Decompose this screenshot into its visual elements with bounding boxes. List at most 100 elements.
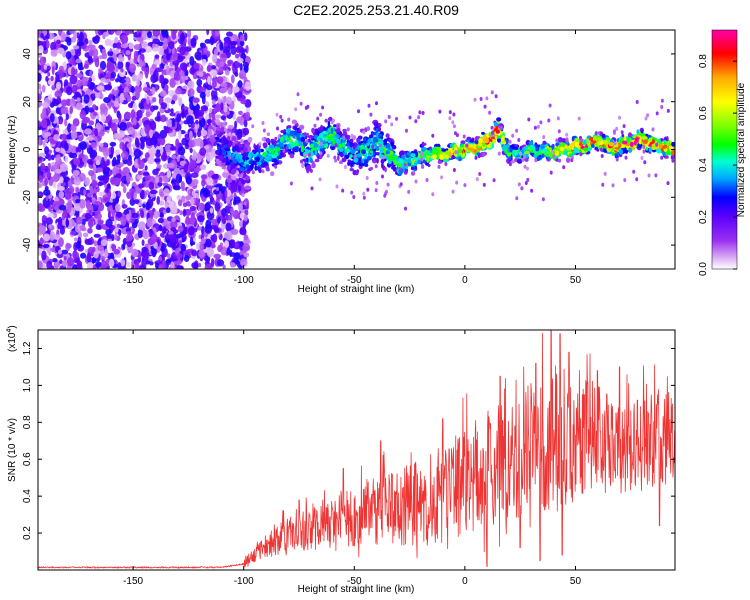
heatmap-noise-cell (241, 179, 246, 185)
heatmap-noise-cell (86, 136, 94, 141)
heatmap-faint-cell (452, 112, 456, 117)
heatmap-noise-cell (38, 156, 43, 161)
heatmap-noise-cell (38, 72, 42, 83)
heatmap-noise-cell (73, 258, 78, 263)
heatmap-signal-cell (341, 142, 346, 148)
heatmap-noise-cell (214, 179, 218, 184)
heatmap-noise-cell (175, 87, 182, 95)
heatmap-noise-cell (237, 45, 244, 52)
heatmap-faint-cell (555, 138, 559, 143)
heatmap-noise-cell (88, 218, 94, 229)
heatmap-signal-cell (271, 154, 277, 159)
heatmap-noise-cell (204, 202, 210, 211)
heatmap-signal-cell (483, 137, 490, 144)
heatmap-noise-cell (38, 175, 44, 183)
heatmap-signal-cell (406, 151, 412, 156)
heatmap-signal-cell (298, 140, 303, 147)
heatmap-faint-cell (523, 164, 527, 169)
heatmap-signal-cell (588, 136, 593, 141)
heatmap-signal-cell (583, 147, 588, 152)
heatmap-noise-cell (97, 244, 104, 252)
heatmap-noise-cell (243, 252, 250, 258)
heatmap-noise-cell (239, 227, 247, 236)
heatmap-noise-cell (242, 243, 251, 252)
heatmap-noise-cell (206, 178, 214, 186)
heatmap-noise-cell (42, 140, 46, 146)
heatmap-noise-cell (137, 157, 141, 166)
heatmap-noise-cell (81, 216, 86, 226)
heatmap-faint-cell (451, 120, 455, 125)
heatmap-faint-cell (375, 101, 378, 106)
heatmap-noise-cell (244, 64, 249, 73)
heatmap-noise-cell (199, 91, 206, 99)
heatmap-noise-cell (183, 254, 190, 263)
heatmap-noise-cell (144, 45, 153, 53)
heatmap-faint-cell (485, 96, 489, 101)
heatmap-noise-cell (176, 113, 182, 122)
heatmap-faint-cell (319, 151, 323, 156)
heatmap-faint-cell (362, 130, 366, 135)
heatmap-noise-cell (181, 195, 186, 203)
heatmap-faint-cell (241, 193, 245, 198)
heatmap-faint-cell (515, 128, 519, 133)
heatmap-signal-cell (328, 116, 333, 122)
heatmap-faint-cell (552, 154, 556, 159)
heatmap-signal-cell (253, 154, 258, 158)
heatmap-noise-cell (125, 213, 131, 221)
heatmap-noise-cell (153, 60, 162, 65)
heatmap-noise-cell (111, 118, 120, 124)
heatmap-noise-cell (160, 114, 167, 123)
heatmap-noise-cell (74, 91, 81, 98)
heatmap-signal-cell (354, 170, 359, 176)
heatmap-signal-cell (219, 138, 223, 143)
heatmap-noise-cell (153, 210, 161, 218)
heatmap-faint-cell (478, 172, 482, 176)
heatmap-noise-cell (171, 154, 177, 160)
heatmap-noise-cell (239, 116, 245, 126)
heatmap-faint-cell (490, 125, 494, 130)
heatmap-signal-cell (469, 139, 475, 143)
heatmap-noise-cell (145, 137, 154, 147)
heatmap-noise-cell (147, 156, 155, 165)
heatmap-noise-cell (64, 142, 69, 152)
heatmap-noise-cell (94, 201, 101, 206)
heatmap-noise-cell (213, 253, 221, 259)
heatmap-noise-cell (227, 214, 233, 221)
heatmap-noise-cell (117, 60, 124, 70)
heatmap-faint-cell (615, 157, 619, 162)
heatmap-noise-cell (60, 249, 69, 255)
heatmap-noise-cell (48, 231, 56, 241)
heatmap-noise-cell (240, 98, 247, 105)
heatmap-noise-cell (173, 260, 182, 265)
heatmap-noise-cell (195, 119, 199, 125)
heatmap-noise-cell (134, 137, 140, 148)
heatmap-signal-cell (565, 157, 571, 164)
heatmap-signal-cell (555, 142, 560, 147)
heatmap-signal-cell (648, 137, 653, 142)
heatmap-signal-cell (335, 128, 340, 133)
heatmap-noise-cell (84, 238, 93, 246)
heatmap-noise-cell (72, 45, 80, 50)
heatmap-noise-cell (214, 48, 219, 56)
heatmap-noise-cell (166, 253, 171, 259)
heatmap-noise-cell (122, 185, 127, 194)
heatmap-noise-cell (61, 99, 68, 107)
heatmap-noise-cell (50, 41, 57, 52)
heatmap-noise-cell (233, 129, 242, 135)
heatmap-signal-cell (350, 149, 356, 154)
heatmap-noise-cell (189, 130, 193, 141)
heatmap-faint-cell (305, 139, 309, 144)
heatmap-noise-cell (111, 122, 118, 133)
heatmap-noise-cell (136, 109, 143, 119)
heatmap-noise-cell (227, 125, 235, 129)
heatmap-noise-cell (161, 30, 169, 38)
heatmap-signal-cell (371, 132, 376, 136)
heatmap-noise-cell (65, 51, 72, 60)
heatmap-noise-cell (222, 264, 226, 269)
heatmap-noise-cell (92, 48, 99, 58)
heatmap-noise-cell (101, 52, 108, 60)
heatmap-faint-cell (262, 128, 266, 133)
heatmap-noise-cell (41, 250, 47, 261)
heatmap-noise-cell (59, 259, 63, 264)
heatmap-noise-cell (170, 99, 176, 105)
